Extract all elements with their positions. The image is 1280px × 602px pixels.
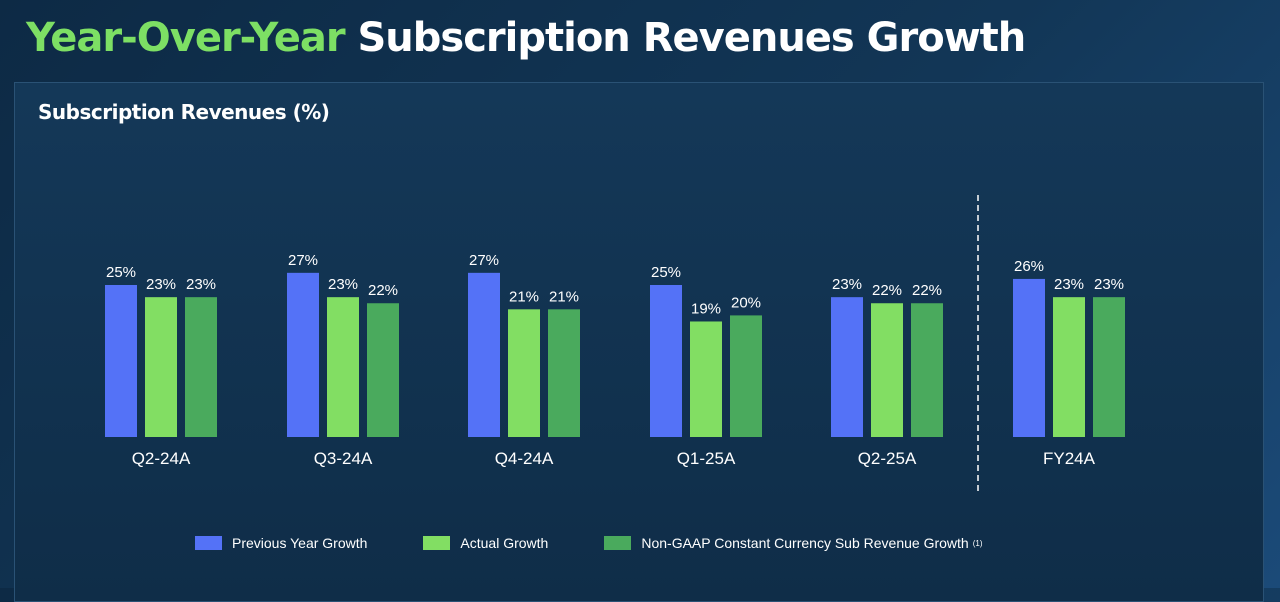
value-label-q3-24a-series-1: 23%	[328, 276, 358, 293]
bar-q3-24a-series-2	[367, 303, 399, 437]
bar-chart: 25% 23% 23% Q2-24A 27% 23% 22% Q3-24A 27% 21% 21% Q…	[105, 252, 1125, 468]
category-label-q4-24a: Q4-24A	[495, 449, 554, 468]
value-label-q3-24a-series-2: 22%	[368, 282, 398, 299]
legend-label-actual: Actual Growth	[460, 535, 549, 551]
bar-fy24a-series-2	[1093, 297, 1125, 437]
value-label-q1-25a-series-0: 25%	[651, 264, 681, 281]
value-label-q1-25a-series-2: 20%	[731, 294, 761, 311]
chart-title: Subscription Revenues (%)	[38, 100, 330, 124]
value-label-fy24a-series-2: 23%	[1094, 276, 1124, 293]
bar-q1-25a-series-2	[730, 315, 762, 437]
page-title-rest: Subscription Revenues Growth	[357, 15, 1026, 61]
legend-item-non-gaap: Non-GAAP Constant Currency Sub Revenue G…	[604, 535, 982, 551]
legend-item-previous-year: Previous Year Growth	[195, 535, 367, 551]
legend-label-previous-year: Previous Year Growth	[232, 535, 368, 551]
value-label-q2-25a-series-2: 22%	[912, 282, 942, 299]
bar-q2-25a-series-1	[871, 303, 903, 437]
category-label-q2-24a: Q2-24A	[132, 449, 191, 468]
bar-q1-25a-series-0	[650, 285, 682, 437]
bar-fy24a-series-0	[1013, 278, 1045, 437]
bar-q2-25a-series-0	[831, 297, 863, 437]
value-label-q2-25a-series-1: 22%	[872, 282, 902, 299]
bar-q2-24a-series-2	[185, 297, 217, 437]
bar-q2-24a-series-1	[145, 297, 177, 437]
bar-q4-24a-series-1	[508, 309, 540, 437]
value-label-q1-25a-series-1: 19%	[691, 300, 721, 317]
value-label-q4-24a-series-0: 27%	[469, 252, 499, 269]
value-label-fy24a-series-0: 26%	[1014, 258, 1044, 275]
category-label-q3-24a: Q3-24A	[314, 449, 373, 468]
value-label-q2-24a-series-0: 25%	[106, 264, 136, 281]
value-label-q2-24a-series-2: 23%	[186, 276, 216, 293]
legend-swatch-actual	[423, 536, 451, 550]
value-label-q2-24a-series-1: 23%	[146, 276, 176, 293]
legend-label-non-gaap: Non-GAAP Constant Currency Sub Revenue G…	[641, 535, 969, 551]
bar-q4-24a-series-0	[468, 272, 500, 437]
chart-legend: Previous Year Growth Actual Growth Non-G…	[195, 535, 1038, 551]
legend-swatch-previous-year	[195, 536, 222, 550]
category-label-q1-25a: Q1-25A	[677, 449, 736, 468]
value-label-q4-24a-series-1: 21%	[509, 288, 539, 305]
bar-q2-25a-series-2	[911, 303, 943, 437]
page-title: Year-Over-Year Subscription Revenues Gro…	[26, 12, 1026, 64]
value-label-fy24a-series-1: 23%	[1054, 276, 1084, 293]
bar-q3-24a-series-1	[327, 297, 359, 437]
category-label-fy24a: FY24A	[1043, 449, 1096, 468]
bar-q1-25a-series-1	[690, 321, 722, 437]
legend-item-actual: Actual Growth	[423, 535, 548, 551]
legend-swatch-non-gaap	[604, 536, 632, 550]
bar-q2-24a-series-0	[105, 285, 137, 437]
bar-q4-24a-series-2	[548, 309, 580, 437]
value-label-q4-24a-series-2: 21%	[549, 288, 579, 305]
legend-footnote-marker: (1)	[972, 538, 983, 548]
bar-fy24a-series-1	[1053, 297, 1085, 437]
value-label-q3-24a-series-0: 27%	[288, 252, 318, 269]
value-label-q2-25a-series-0: 23%	[832, 276, 862, 293]
bar-q3-24a-series-0	[287, 272, 319, 437]
page-title-accent: Year-Over-Year	[26, 15, 346, 61]
category-label-q2-25a: Q2-25A	[858, 449, 917, 468]
